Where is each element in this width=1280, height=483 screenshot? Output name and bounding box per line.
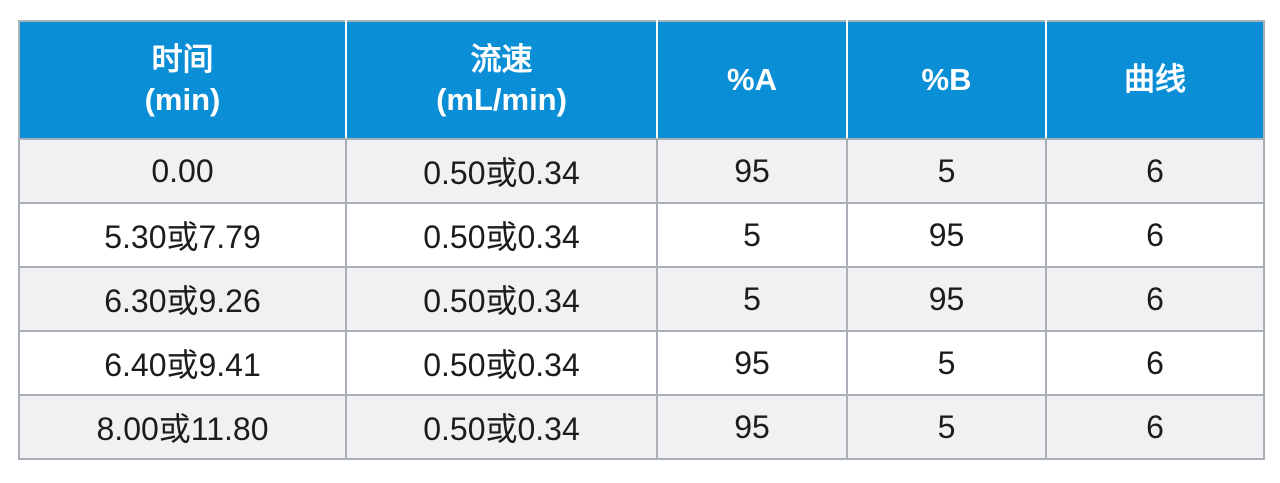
cell-percent-a: 95 xyxy=(656,394,848,460)
cell-curve: 6 xyxy=(1045,202,1265,268)
cell-time: 0.00 xyxy=(18,138,347,204)
header-time: 时间 (min) xyxy=(18,20,347,140)
gradient-table-container: 时间 (min) 流速 (mL/min) %A %B 曲线 xyxy=(18,20,1265,460)
cell-flow-rate: 0.50或0.34 xyxy=(345,266,658,332)
header-time-unit: (min) xyxy=(144,82,221,117)
cell-time: 6.40或9.41 xyxy=(18,330,347,396)
header-percent-a: %A xyxy=(656,20,848,140)
header-flow-rate-unit: (mL/min) xyxy=(436,82,567,117)
cell-percent-b: 95 xyxy=(846,202,1047,268)
header-flow-rate-label: 流速 xyxy=(470,42,533,77)
cell-percent-a: 95 xyxy=(656,138,848,204)
header-flow-rate: 流速 (mL/min) xyxy=(345,20,658,140)
header-time-label: 时间 xyxy=(151,42,214,77)
cell-flow-rate: 0.50或0.34 xyxy=(345,202,658,268)
cell-percent-a: 95 xyxy=(656,330,848,396)
cell-percent-b: 5 xyxy=(846,138,1047,204)
cell-time: 5.30或7.79 xyxy=(18,202,347,268)
cell-percent-a: 5 xyxy=(656,266,848,332)
header-percent-b: %B xyxy=(846,20,1047,140)
header-curve-label: 曲线 xyxy=(1124,62,1186,97)
cell-time: 6.30或9.26 xyxy=(18,266,347,332)
cell-curve: 6 xyxy=(1045,138,1265,204)
cell-percent-b: 5 xyxy=(846,394,1047,460)
header-percent-a-label: %A xyxy=(727,62,777,97)
table-row: 6.40或9.41 0.50或0.34 95 5 6 xyxy=(18,330,1265,396)
table-row: 5.30或7.79 0.50或0.34 5 95 6 xyxy=(18,202,1265,268)
cell-curve: 6 xyxy=(1045,266,1265,332)
table-row: 0.00 0.50或0.34 95 5 6 xyxy=(18,138,1265,204)
header-percent-b-label: %B xyxy=(921,62,972,97)
header-curve: 曲线 xyxy=(1045,20,1265,140)
cell-percent-b: 5 xyxy=(846,330,1047,396)
cell-curve: 6 xyxy=(1045,330,1265,396)
cell-time: 8.00或11.80 xyxy=(18,394,347,460)
gradient-table: 时间 (min) 流速 (mL/min) %A %B 曲线 xyxy=(18,20,1265,460)
cell-curve: 6 xyxy=(1045,394,1265,460)
cell-flow-rate: 0.50或0.34 xyxy=(345,394,658,460)
cell-flow-rate: 0.50或0.34 xyxy=(345,330,658,396)
cell-percent-a: 5 xyxy=(656,202,848,268)
cell-percent-b: 95 xyxy=(846,266,1047,332)
table-row: 6.30或9.26 0.50或0.34 5 95 6 xyxy=(18,266,1265,332)
cell-flow-rate: 0.50或0.34 xyxy=(345,138,658,204)
table-header-row: 时间 (min) 流速 (mL/min) %A %B 曲线 xyxy=(18,20,1265,140)
table-row: 8.00或11.80 0.50或0.34 95 5 6 xyxy=(18,394,1265,460)
